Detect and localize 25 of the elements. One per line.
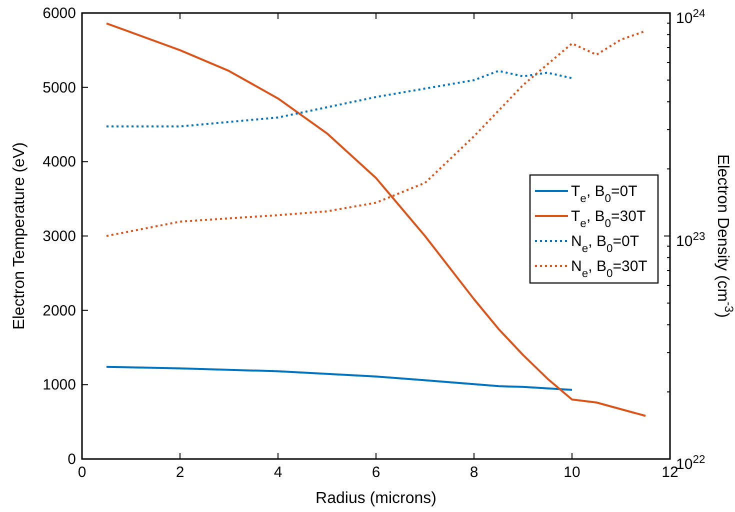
- line-series: [106, 366, 573, 391]
- line-series: [106, 22, 646, 417]
- y-tick-label: 6000: [42, 5, 76, 22]
- x-tick-label: 8: [470, 464, 478, 481]
- y-tick-label: 4000: [42, 154, 76, 171]
- legend-label: N$_{e}$, B$_{0}$=0T: [571, 233, 639, 255]
- y2-tick-label: 10$^{22}$: [676, 454, 706, 473]
- x-tick-label: 6: [372, 464, 380, 481]
- x-tick-label: 4: [274, 464, 282, 481]
- x-tick-label: 12: [662, 464, 678, 481]
- y-tick-label: 0: [68, 451, 76, 468]
- legend-label: N$_{e}$, B$_{0}$=30T: [571, 258, 648, 280]
- x-axis-title: Radius (microns): [316, 490, 436, 507]
- legend-label: T$_{e}$, B$_{0}$=30T: [571, 208, 646, 230]
- legend-label: T$_{e}$, B$_{0}$=0T: [571, 183, 638, 205]
- y2-tick-label: 10$^{24}$: [676, 8, 706, 27]
- x-tick-label: 2: [176, 464, 184, 481]
- y-tick-label: 5000: [42, 79, 76, 96]
- y-tick-label: 3000: [42, 228, 76, 245]
- y2-tick-label: 10$^{23}$: [676, 231, 706, 250]
- y-tick-label: 1000: [42, 376, 76, 394]
- y-axis-title: Electron Temperature (eV): [11, 142, 28, 330]
- x-tick-label: 10: [564, 464, 580, 481]
- x-tick-label: 0: [78, 464, 86, 481]
- y-tick-label: 2000: [42, 302, 76, 320]
